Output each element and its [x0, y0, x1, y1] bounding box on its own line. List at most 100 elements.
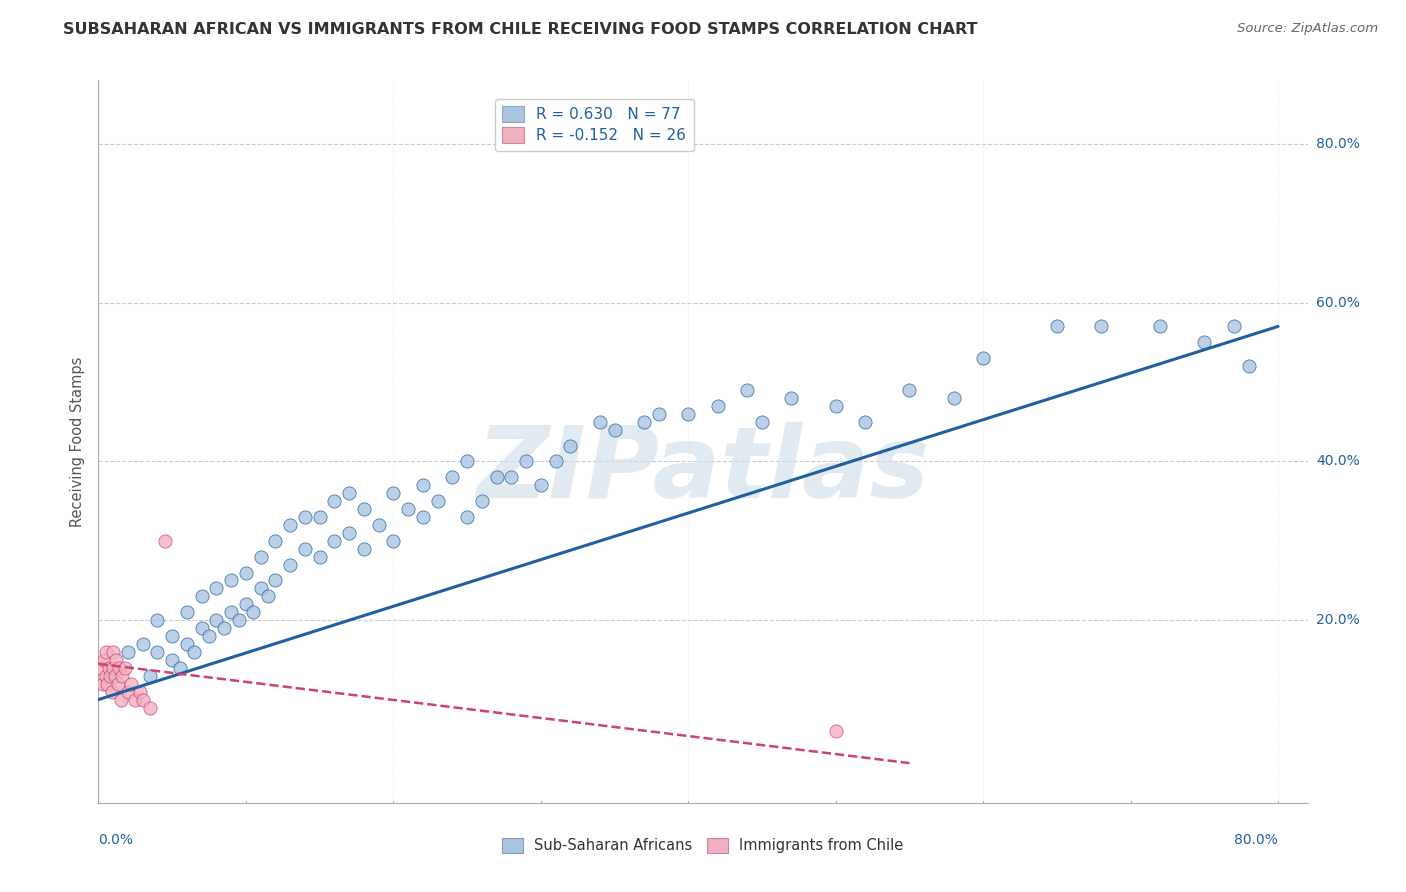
- Text: 60.0%: 60.0%: [1316, 295, 1360, 310]
- Point: [1090, 319, 1112, 334]
- Point: [160, 653, 183, 667]
- Point: [104, 669, 127, 683]
- Legend: Sub-Saharan Africans, Immigrants from Chile: Sub-Saharan Africans, Immigrants from Ch…: [495, 830, 911, 861]
- Text: 0.0%: 0.0%: [98, 833, 134, 847]
- Point: [648, 407, 671, 421]
- Point: [485, 470, 508, 484]
- Point: [396, 502, 419, 516]
- Point: [198, 629, 221, 643]
- Point: [108, 661, 131, 675]
- Point: [91, 676, 114, 690]
- Point: [278, 558, 301, 572]
- Point: [367, 517, 389, 532]
- Point: [412, 478, 434, 492]
- Point: [205, 613, 228, 627]
- Point: [294, 541, 316, 556]
- Point: [117, 684, 139, 698]
- Point: [544, 454, 567, 468]
- Point: [146, 645, 169, 659]
- Point: [93, 653, 115, 667]
- Point: [323, 494, 346, 508]
- Point: [382, 533, 405, 548]
- Point: [323, 533, 346, 548]
- Text: SUBSAHARAN AFRICAN VS IMMIGRANTS FROM CHILE RECEIVING FOOD STAMPS CORRELATION CH: SUBSAHARAN AFRICAN VS IMMIGRANTS FROM CH…: [63, 22, 977, 37]
- Point: [589, 415, 612, 429]
- Point: [139, 669, 162, 683]
- Point: [751, 415, 773, 429]
- Point: [110, 692, 132, 706]
- Point: [94, 645, 117, 659]
- Point: [131, 637, 153, 651]
- Point: [706, 399, 728, 413]
- Point: [96, 676, 118, 690]
- Point: [176, 605, 198, 619]
- Point: [337, 486, 360, 500]
- Point: [972, 351, 994, 366]
- Point: [131, 692, 153, 706]
- Point: [456, 510, 478, 524]
- Point: [242, 605, 264, 619]
- Point: [278, 517, 301, 532]
- Point: [560, 438, 582, 452]
- Point: [853, 415, 876, 429]
- Point: [382, 486, 405, 500]
- Y-axis label: Receiving Food Stamps: Receiving Food Stamps: [70, 356, 86, 527]
- Point: [176, 637, 198, 651]
- Point: [824, 724, 846, 739]
- Point: [780, 391, 803, 405]
- Point: [633, 415, 655, 429]
- Point: [294, 510, 316, 524]
- Point: [120, 676, 142, 690]
- Point: [212, 621, 235, 635]
- Point: [219, 574, 242, 588]
- Point: [530, 478, 553, 492]
- Point: [1149, 319, 1171, 334]
- Point: [353, 541, 375, 556]
- Point: [441, 470, 464, 484]
- Point: [139, 700, 162, 714]
- Point: [353, 502, 375, 516]
- Point: [205, 582, 228, 596]
- Point: [235, 566, 257, 580]
- Text: ZIPatlas: ZIPatlas: [477, 422, 929, 519]
- Point: [898, 383, 921, 397]
- Point: [90, 661, 112, 675]
- Point: [101, 661, 124, 675]
- Point: [228, 613, 250, 627]
- Point: [100, 684, 122, 698]
- Point: [337, 525, 360, 540]
- Point: [735, 383, 758, 397]
- Point: [190, 590, 212, 604]
- Point: [160, 629, 183, 643]
- Point: [124, 692, 146, 706]
- Point: [183, 645, 205, 659]
- Point: [1194, 335, 1216, 350]
- Point: [1046, 319, 1069, 334]
- Point: [426, 494, 449, 508]
- Point: [105, 653, 128, 667]
- Point: [107, 676, 129, 690]
- Point: [146, 613, 169, 627]
- Point: [1237, 359, 1260, 373]
- Point: [153, 533, 176, 548]
- Text: 40.0%: 40.0%: [1316, 454, 1360, 468]
- Point: [94, 669, 117, 683]
- Point: [264, 533, 287, 548]
- Point: [1223, 319, 1246, 334]
- Point: [824, 399, 846, 413]
- Text: 80.0%: 80.0%: [1316, 136, 1360, 151]
- Point: [117, 645, 139, 659]
- Point: [190, 621, 212, 635]
- Point: [456, 454, 478, 468]
- Point: [235, 597, 257, 611]
- Point: [97, 661, 120, 675]
- Point: [412, 510, 434, 524]
- Point: [308, 549, 330, 564]
- Point: [308, 510, 330, 524]
- Point: [471, 494, 494, 508]
- Point: [98, 669, 121, 683]
- Point: [515, 454, 537, 468]
- Point: [114, 661, 136, 675]
- Text: 20.0%: 20.0%: [1316, 613, 1360, 627]
- Text: 80.0%: 80.0%: [1234, 833, 1278, 847]
